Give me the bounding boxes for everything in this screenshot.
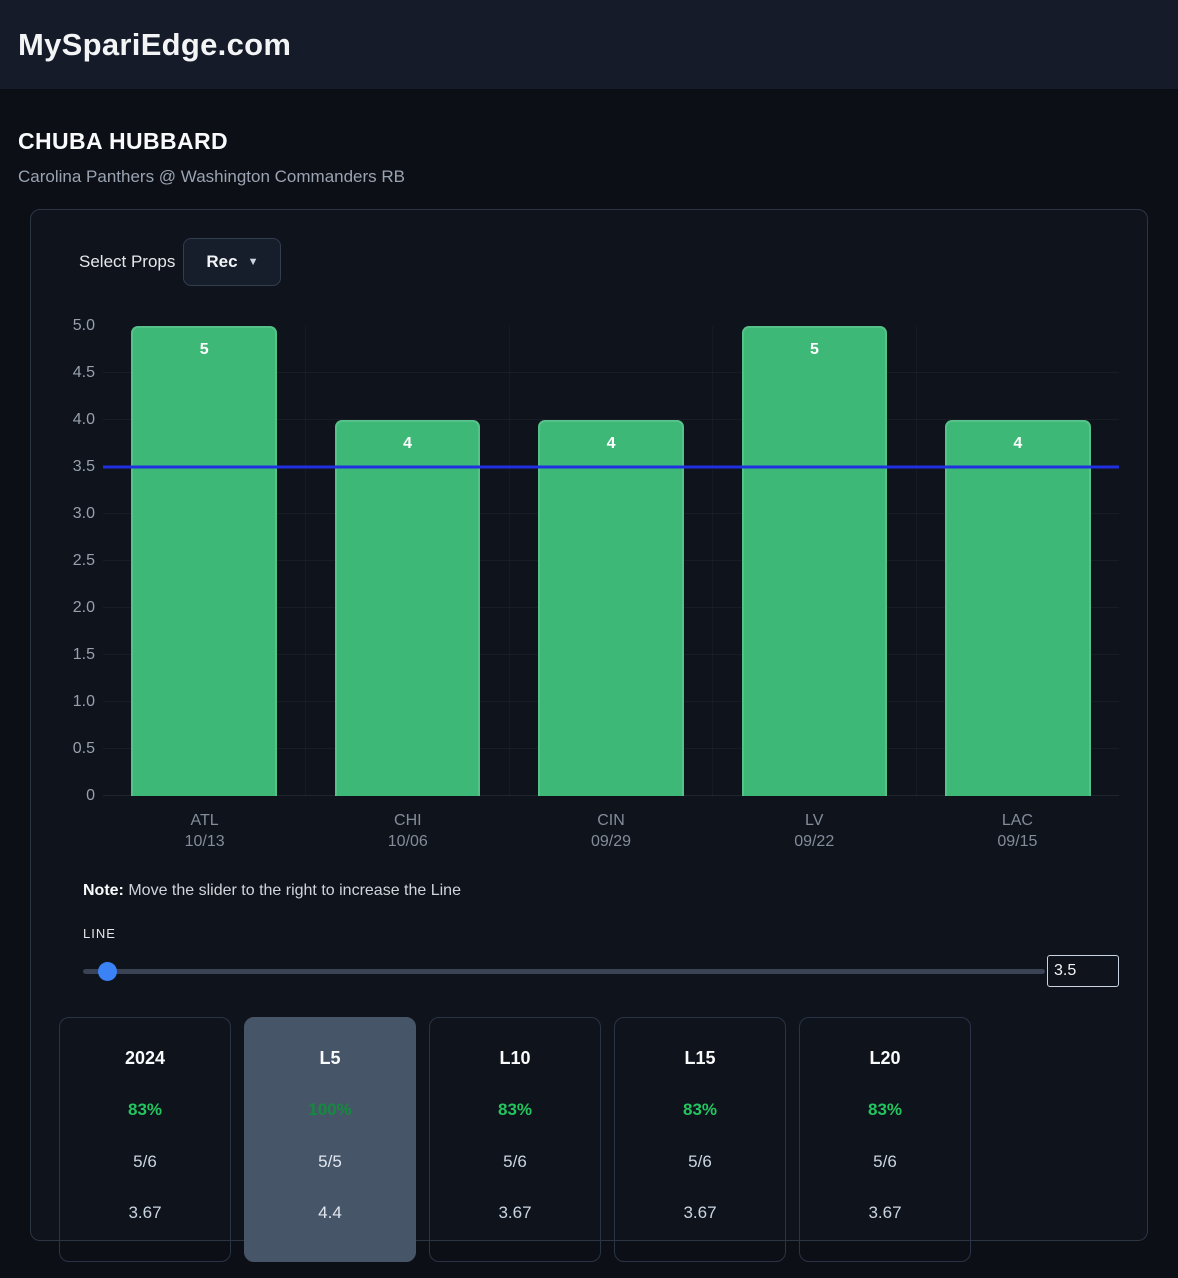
x-axis: ATL 10/13 CHI 10/06 CIN 09/29 LV 09/22 LAC 09/15	[103, 810, 1119, 852]
line-value-input[interactable]	[1047, 955, 1119, 987]
stat-card-label: L15	[684, 1048, 716, 1068]
stat-cards: 2024 83% 5/6 3.67 L5 100% 5/5 4.4 L10 83…	[59, 1017, 1119, 1262]
y-tick-label: 1.5	[72, 646, 95, 663]
line-slider-row	[83, 955, 1119, 987]
gridline	[103, 372, 1119, 373]
y-tick-label: 5.0	[72, 317, 95, 334]
x-label-team: LAC	[1001, 812, 1033, 829]
bar-slot: 4	[917, 326, 1119, 796]
bar-atl[interactable]: 5	[131, 326, 278, 796]
stat-card-l5[interactable]: L5 100% 5/5 4.4	[244, 1017, 416, 1262]
bar-chi[interactable]: 4	[334, 420, 481, 796]
bar-value-label: 5	[809, 341, 819, 358]
bar-value-label: 4	[606, 435, 616, 452]
stat-card-ratio: 5/6	[503, 1151, 527, 1171]
stat-card-label: L20	[869, 1048, 901, 1068]
stat-card-ratio: 5/6	[688, 1151, 712, 1171]
y-tick-label: 2.0	[72, 599, 95, 616]
stat-card-percent: 83%	[497, 1100, 533, 1120]
y-tick-label: 4.5	[72, 364, 95, 381]
stat-card-l10[interactable]: L10 83% 5/6 3.67	[429, 1017, 601, 1262]
bar-value-label: 5	[199, 341, 209, 358]
slider-thumb[interactable]	[98, 962, 118, 981]
note-bold: Note:	[83, 882, 124, 899]
bar-lv[interactable]: 5	[741, 326, 888, 796]
x-label-date: 10/13	[184, 833, 225, 850]
top-bar: MySpariEdge.com	[0, 0, 1178, 90]
props-dropdown-value: Rec	[206, 252, 238, 271]
x-label-date: 10/06	[387, 833, 428, 850]
player-name: CHUBA HUBBARD	[18, 128, 229, 154]
stat-card-label: L10	[499, 1048, 531, 1068]
select-props-label: Select Props	[79, 252, 176, 271]
stat-card-average: 3.67	[498, 1202, 532, 1222]
bar-cin[interactable]: 4	[538, 420, 684, 796]
props-dropdown[interactable]: Rec ▼	[183, 238, 282, 286]
bar-slot: 5	[713, 326, 916, 796]
props-row: Select Props Rec ▼	[59, 238, 1119, 286]
x-axis-label: CHI 10/06	[306, 810, 509, 852]
y-tick-label: 2.5	[72, 552, 95, 569]
x-axis-label: LAC 09/15	[916, 810, 1119, 852]
stat-card-ratio: 5/6	[133, 1151, 157, 1171]
bar-value-label: 4	[1013, 435, 1023, 452]
x-label-team: LV	[805, 812, 824, 829]
bar-chart: 0 0.5 1.0 1.5 2.0 2.5 3.0 3.5 4.0 4.5 5.0 5 4 4 5 4	[59, 317, 1119, 804]
y-tick-label: 0.5	[72, 740, 95, 757]
chart-plot: 5 4 4 5 4	[103, 326, 1119, 796]
line-slider[interactable]	[83, 961, 1045, 981]
x-label-date: 09/22	[794, 833, 835, 850]
x-axis-label: LV 09/22	[713, 810, 916, 852]
x-label-date: 09/29	[590, 833, 632, 850]
x-label-team: ATL	[190, 812, 219, 829]
gridline	[103, 419, 1119, 420]
x-axis-label: ATL 10/13	[103, 810, 306, 852]
stat-card-l20[interactable]: L20 83% 5/6 3.67	[799, 1017, 971, 1262]
note-text: Note: Move the slider to the right to in…	[59, 882, 1119, 900]
stat-card-percent: 83%	[127, 1100, 163, 1120]
stat-card-percent: 83%	[682, 1100, 718, 1120]
line-slider-block: LINE	[59, 926, 1119, 987]
y-tick-label: 3.0	[72, 505, 95, 522]
bar-lac[interactable]: 4	[944, 420, 1091, 796]
x-axis-label: CIN 09/29	[509, 810, 712, 852]
x-label-team: CHI	[394, 812, 422, 829]
stat-card-percent: 100%	[308, 1100, 352, 1120]
y-tick-label: 0	[86, 787, 95, 804]
site-title: MySpariEdge.com	[18, 26, 292, 62]
y-tick-label: 3.5	[72, 458, 95, 475]
stat-card-average: 3.67	[868, 1202, 902, 1222]
bars: 5 4 4 5 4	[103, 326, 1119, 796]
prop-panel: Select Props Rec ▼ 0 0.5 1.0 1.5 2.0 2.5 3.0 3.…	[30, 209, 1148, 1262]
slider-track[interactable]	[83, 969, 1045, 974]
stat-card-average: 3.67	[128, 1202, 162, 1222]
stat-card-label: 2024	[124, 1048, 166, 1068]
player-subtitle: Carolina Panthers @ Washington Commander…	[18, 167, 406, 186]
player-header: CHUBA HUBBARD Carolina Panthers @ Washin…	[0, 90, 1178, 187]
stat-card-average: 4.4	[318, 1202, 342, 1222]
stat-card-percent: 83%	[867, 1100, 903, 1120]
bar-value-label: 4	[403, 435, 413, 452]
line-slider-label: LINE	[83, 926, 116, 941]
y-axis: 0 0.5 1.0 1.5 2.0 2.5 3.0 3.5 4.0 4.5 5.0	[59, 317, 103, 804]
bar-slot: 5	[103, 326, 306, 796]
x-label-team: CIN	[597, 812, 625, 829]
stat-card-ratio: 5/6	[873, 1151, 897, 1171]
stat-card-2024[interactable]: 2024 83% 5/6 3.67	[59, 1017, 231, 1262]
stat-card-average: 3.67	[683, 1202, 717, 1222]
chevron-down-icon: ▼	[247, 256, 259, 268]
stat-card-l15[interactable]: L15 83% 5/6 3.67	[614, 1017, 786, 1262]
y-tick-label: 4.0	[72, 411, 95, 428]
prop-line	[103, 465, 1119, 469]
stat-card-ratio: 5/5	[318, 1151, 342, 1171]
note-body: Move the slider to the right to increase…	[123, 882, 461, 899]
bar-slot: 4	[510, 326, 713, 796]
x-label-date: 09/15	[997, 833, 1038, 850]
y-tick-label: 1.0	[72, 693, 95, 710]
stat-card-label: L5	[319, 1048, 341, 1068]
bar-slot: 4	[306, 326, 509, 796]
